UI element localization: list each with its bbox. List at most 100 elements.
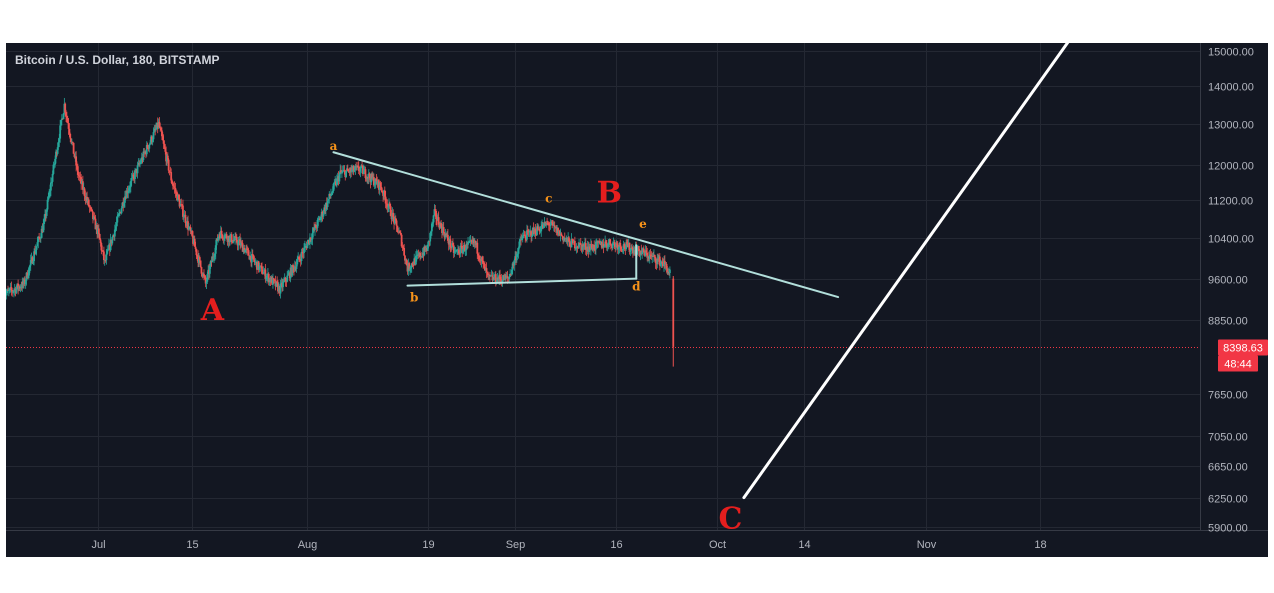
candle-body [239,239,242,246]
x-tick-label: 18 [1034,539,1046,551]
candle-body [137,163,140,166]
grid-lines [6,43,1268,531]
candle-body [300,251,303,261]
candle-body [394,218,397,221]
candle-body [145,145,148,155]
candle-body [644,250,647,256]
candle-body [387,206,390,208]
candle-body [399,232,402,235]
candle-body [199,260,202,268]
candle-body [315,227,318,229]
x-tick-label: 16 [610,539,622,551]
candle-body [410,263,413,268]
price-axis[interactable]: 15000.00 14000.00 13000.00 12000.00 11200.00… [1208,47,1268,535]
candle-body [91,209,94,212]
candle-body [11,290,14,292]
candle-body [53,164,56,166]
candle-body [404,255,406,261]
candle-body [80,177,83,184]
candle-body [666,268,669,274]
candle-body [521,236,524,239]
candle-body [60,120,62,126]
wave-label-C: C [719,502,743,537]
candle-body [392,212,395,218]
trendline-projection [742,43,1070,500]
candle-body [459,245,462,254]
candle-body [118,212,120,216]
candle-body [669,269,671,274]
candle-body [396,225,399,233]
candle-body [504,275,506,281]
candle-body [37,237,40,243]
candle-body [539,231,542,233]
candle-body [576,246,579,248]
candle-body [568,241,571,247]
candle-body [44,213,46,220]
y-tick-label: 9600.00 [1208,275,1248,287]
candle-body [6,289,9,294]
candle-body [653,254,656,258]
candle-body [426,244,429,251]
candle-body [437,217,440,225]
candle-body [467,241,470,243]
candle-body [547,223,550,226]
candle-body [408,263,411,270]
candle-body [306,242,309,249]
candle-body [209,261,212,266]
candle-body [161,130,163,137]
candle-body [114,226,117,230]
candle-body [530,231,533,238]
candle-body [115,222,118,227]
candle-body [453,251,456,253]
candle-body [494,274,497,283]
candle-body [551,221,554,223]
candle-body [598,241,601,243]
candle-body [12,291,14,293]
candle-body [399,231,401,233]
candle-body [151,139,154,142]
candle-body [230,234,233,243]
candle-body [66,118,69,123]
candle-body [211,256,214,263]
time-axis[interactable]: Jul 15 Aug 19 Sep 16 Oct 14 Nov 18 [91,539,1046,551]
candle-body [574,248,577,250]
x-tick-label: Nov [917,539,937,551]
candle-body [50,181,53,183]
candle-body [412,264,415,266]
candle-body [605,243,608,247]
candle-body [107,249,109,251]
wave-label-B: B [597,175,622,210]
candle-body [132,174,135,176]
candle-body [310,239,313,241]
candle-body [597,241,600,244]
candle-body [29,260,32,266]
price-chart[interactable]: Aa b c Be d C 15000.00 14000.00 13000.00 12000.0… [6,43,1268,557]
candle-body [584,243,587,250]
y-tick-label: 5900.00 [1208,523,1248,535]
candle-body [148,144,151,149]
candle-body [386,203,389,208]
candle-body [116,216,119,223]
candle-body [432,215,435,223]
candle-body [573,240,576,249]
candle-body [431,222,434,224]
candle-body [159,127,162,129]
candle-body [548,225,551,227]
candle-body [658,256,661,266]
x-tick-label: Jul [91,539,105,551]
candle-body [24,280,27,284]
candle-body [253,259,256,263]
candle-body [76,165,78,167]
candle-body [39,237,42,239]
candle-body [341,171,344,173]
candle-body [534,228,537,234]
candle-body [262,271,265,274]
candle-body [251,254,253,263]
candle-body [161,136,164,141]
candle-body [445,233,448,236]
candle-body [36,242,39,247]
candle-body [296,259,299,265]
countdown-tag [1218,355,1258,372]
candle-body [568,237,570,242]
